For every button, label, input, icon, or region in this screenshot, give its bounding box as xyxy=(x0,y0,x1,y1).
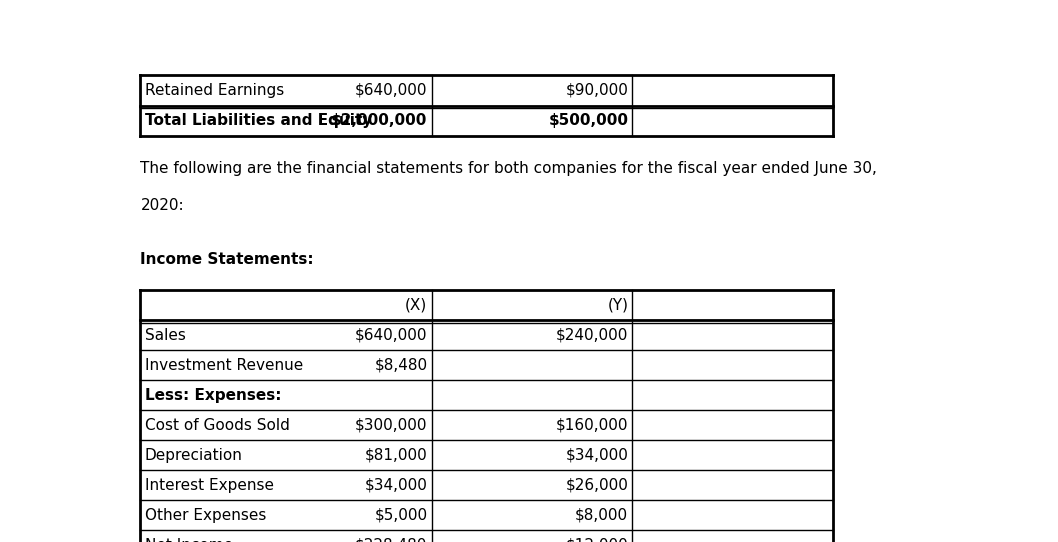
Text: $12,000: $12,000 xyxy=(566,538,628,542)
Text: Interest Expense: Interest Expense xyxy=(145,478,274,493)
Text: Net Income: Net Income xyxy=(145,538,233,542)
Text: $228,480: $228,480 xyxy=(355,538,427,542)
Text: $8,480: $8,480 xyxy=(375,358,427,372)
Text: $2,000,000: $2,000,000 xyxy=(331,113,427,128)
Text: (X): (X) xyxy=(405,298,427,313)
Text: $640,000: $640,000 xyxy=(354,83,427,98)
Text: Less: Expenses:: Less: Expenses: xyxy=(145,388,281,403)
Text: $160,000: $160,000 xyxy=(555,418,628,433)
Text: $640,000: $640,000 xyxy=(354,327,427,343)
Text: $26,000: $26,000 xyxy=(565,478,628,493)
Text: $81,000: $81,000 xyxy=(365,448,427,463)
Text: $240,000: $240,000 xyxy=(555,327,628,343)
Text: $90,000: $90,000 xyxy=(565,83,628,98)
Text: $34,000: $34,000 xyxy=(565,448,628,463)
Text: Depreciation: Depreciation xyxy=(145,448,242,463)
Text: $500,000: $500,000 xyxy=(548,113,628,128)
Text: $300,000: $300,000 xyxy=(354,418,427,433)
Text: Other Expenses: Other Expenses xyxy=(145,508,266,523)
Text: Income Statements:: Income Statements: xyxy=(141,253,314,267)
Text: $8,000: $8,000 xyxy=(576,508,628,523)
Text: $5,000: $5,000 xyxy=(375,508,427,523)
Text: Retained Earnings: Retained Earnings xyxy=(145,83,284,98)
Text: Cost of Goods Sold: Cost of Goods Sold xyxy=(145,418,290,433)
Text: $34,000: $34,000 xyxy=(365,478,427,493)
Text: Investment Revenue: Investment Revenue xyxy=(145,358,303,372)
Text: The following are the financial statements for both companies for the fiscal yea: The following are the financial statemen… xyxy=(141,160,877,176)
Text: Sales: Sales xyxy=(145,327,185,343)
Text: 2020:: 2020: xyxy=(141,198,184,213)
Text: Total Liabilities and Equity: Total Liabilities and Equity xyxy=(145,113,371,128)
Text: (Y): (Y) xyxy=(607,298,628,313)
